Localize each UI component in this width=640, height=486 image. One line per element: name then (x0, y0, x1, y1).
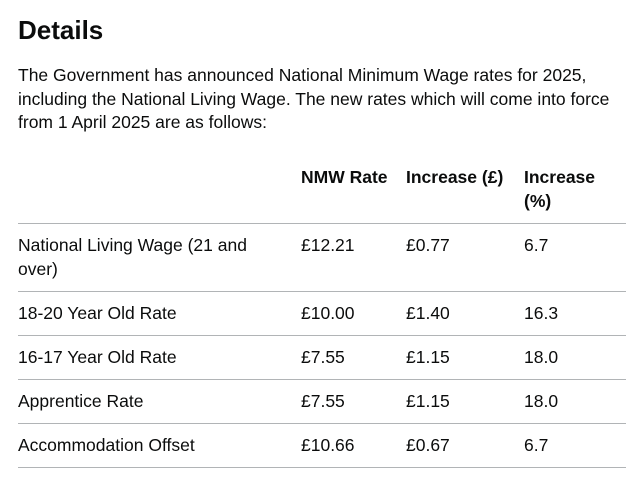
header-increase-percent: Increase (%) (524, 157, 626, 224)
row-category: National Living Wage (21 and over) (18, 223, 301, 292)
table-row: Apprentice Rate £7.55 £1.15 18.0 (18, 379, 626, 424)
row-increase-percent: 6.7 (524, 423, 626, 468)
row-category: 16-17 Year Old Rate (18, 335, 301, 380)
row-category: Accommodation Offset (18, 423, 301, 468)
row-nmw-rate: £7.55 (301, 335, 406, 380)
row-category: Apprentice Rate (18, 379, 301, 424)
table-header-row: NMW Rate Increase (£) Increase (%) (18, 157, 626, 224)
header-increase-pounds: Increase (£) (406, 157, 524, 224)
wage-rates-table: NMW Rate Increase (£) Increase (%) Natio… (18, 157, 626, 468)
table-row: Accommodation Offset £10.66 £0.67 6.7 (18, 423, 626, 468)
details-heading: Details (18, 15, 104, 45)
intro-paragraph: The Government has announced National Mi… (18, 65, 610, 132)
row-increase-percent: 16.3 (524, 291, 626, 336)
row-category: 18-20 Year Old Rate (18, 291, 301, 336)
row-increase-percent: 6.7 (524, 223, 626, 292)
row-increase-pounds: £1.15 (406, 379, 524, 424)
row-increase-percent: 18.0 (524, 335, 626, 380)
table-row: National Living Wage (21 and over) £12.2… (18, 223, 626, 292)
row-nmw-rate: £12.21 (301, 223, 406, 292)
header-nmw-rate: NMW Rate (301, 157, 406, 224)
table-row: 16-17 Year Old Rate £7.55 £1.15 18.0 (18, 335, 626, 380)
table-row: 18-20 Year Old Rate £10.00 £1.40 16.3 (18, 291, 626, 336)
row-increase-percent: 18.0 (524, 379, 626, 424)
row-increase-pounds: £0.67 (406, 423, 524, 468)
row-nmw-rate: £10.00 (301, 291, 406, 336)
header-category (18, 157, 301, 224)
row-increase-pounds: £1.40 (406, 291, 524, 336)
row-increase-pounds: £0.77 (406, 223, 524, 292)
row-increase-pounds: £1.15 (406, 335, 524, 380)
row-nmw-rate: £10.66 (301, 423, 406, 468)
row-nmw-rate: £7.55 (301, 379, 406, 424)
